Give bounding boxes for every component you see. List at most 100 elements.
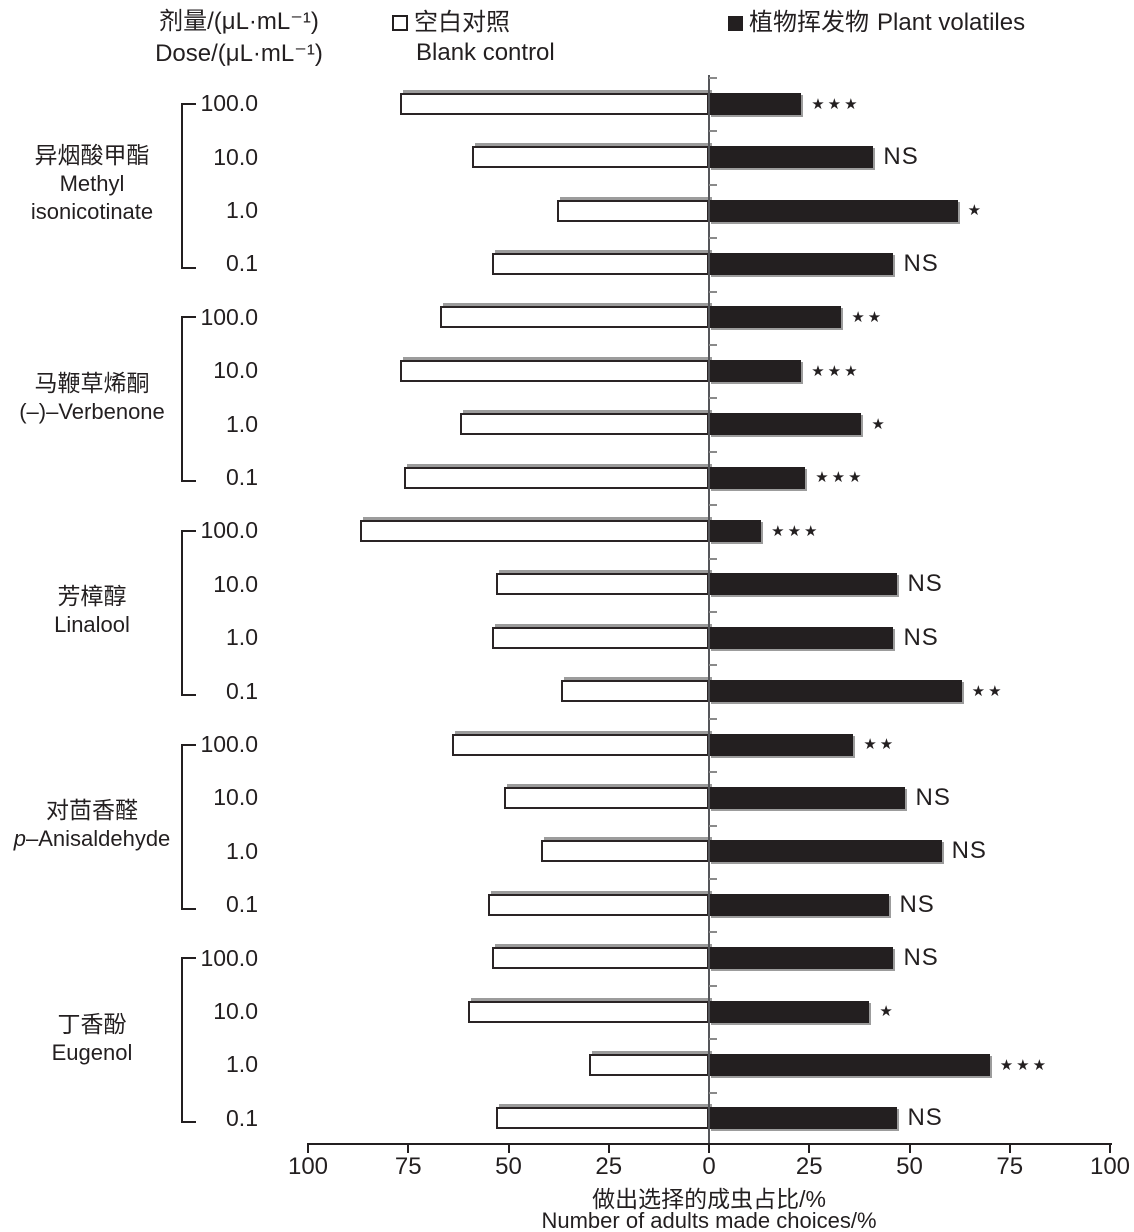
group-name-en: Eugenol bbox=[51, 1039, 133, 1065]
bar-blank-control bbox=[496, 573, 709, 596]
center-axis-line bbox=[708, 75, 710, 1143]
dose-label: 10.0 bbox=[213, 143, 258, 170]
significance-label: ★★★ bbox=[771, 522, 821, 540]
center-axis-minor-tick bbox=[709, 77, 717, 79]
significance-label: ★★★ bbox=[999, 1056, 1050, 1074]
bar-blank-control bbox=[452, 733, 709, 756]
blank-control-swatch-icon bbox=[392, 15, 408, 31]
significance-label: ★ bbox=[879, 1003, 896, 1021]
bar-plant-volatiles bbox=[709, 947, 894, 970]
dose-label: 0.1 bbox=[226, 1104, 258, 1131]
x-axis-title-en: Number of adults made choices/% bbox=[541, 1208, 877, 1232]
x-axis-tick-label: 25 bbox=[595, 1153, 623, 1180]
legend-plant-volatiles-zh: 植物挥发物 bbox=[749, 9, 869, 36]
dose-label: 10.0 bbox=[213, 570, 258, 597]
significance-label: NS bbox=[907, 570, 943, 598]
bar-plant-volatiles bbox=[709, 306, 842, 329]
x-axis-tick bbox=[1109, 1144, 1111, 1153]
x-axis-tick bbox=[808, 1144, 811, 1153]
center-axis-minor-tick bbox=[709, 984, 717, 987]
bar-plant-volatiles bbox=[709, 199, 958, 222]
bar-plant-volatiles bbox=[709, 1053, 990, 1076]
x-axis-tick bbox=[908, 1144, 911, 1153]
plant-volatiles-swatch-icon bbox=[728, 15, 743, 31]
group-bracket bbox=[181, 743, 196, 910]
bar-plant-volatiles bbox=[709, 893, 890, 916]
group-name-zh: 异烟酸甲酯 bbox=[34, 142, 150, 169]
center-axis-minor-tick bbox=[709, 130, 717, 133]
bar-blank-control bbox=[360, 519, 709, 542]
bar-blank-control bbox=[492, 252, 709, 275]
x-axis-title-zh: 做出选择的成虫占比/% bbox=[592, 1186, 826, 1212]
bar-blank-control bbox=[588, 1053, 709, 1076]
center-axis-minor-tick bbox=[709, 557, 717, 560]
group-name-zh: 丁香酚 bbox=[57, 1010, 127, 1037]
bar-plant-volatiles bbox=[709, 466, 806, 489]
dose-label: 1.0 bbox=[226, 1051, 258, 1078]
bar-plant-volatiles bbox=[709, 680, 962, 703]
dose-label: 10.0 bbox=[213, 997, 258, 1024]
x-axis-tick-label: 0 bbox=[702, 1153, 716, 1180]
dose-label: 100.0 bbox=[200, 90, 258, 117]
significance-label: NS bbox=[907, 1104, 943, 1132]
group-bracket bbox=[181, 102, 196, 269]
x-axis-tick bbox=[507, 1144, 510, 1153]
bar-plant-volatiles bbox=[709, 573, 898, 596]
x-axis-tick-label: 25 bbox=[795, 1153, 823, 1180]
dose-label: 1.0 bbox=[226, 837, 258, 864]
center-axis-minor-tick bbox=[709, 450, 717, 453]
bar-blank-control bbox=[496, 1107, 709, 1130]
dose-label: 100.0 bbox=[200, 730, 258, 757]
bar-blank-control bbox=[440, 306, 709, 329]
dose-label: 10.0 bbox=[213, 784, 258, 811]
x-axis-tick bbox=[307, 1144, 309, 1153]
bar-blank-control bbox=[400, 359, 709, 382]
bar-plant-volatiles bbox=[709, 252, 894, 275]
x-axis-tick bbox=[1008, 1144, 1011, 1153]
dose-label: 100.0 bbox=[200, 303, 258, 330]
dose-axis-caption-zh: 剂量/(μL·mL⁻¹) bbox=[159, 8, 319, 35]
dose-axis-caption-en: Dose/(μL·mL⁻¹) bbox=[155, 40, 323, 67]
dose-label: 0.1 bbox=[226, 677, 258, 704]
group-name-zh: 芳樟醇 bbox=[57, 583, 127, 610]
bar-plant-volatiles bbox=[709, 626, 894, 649]
x-axis-tick bbox=[607, 1144, 610, 1153]
center-axis-minor-tick bbox=[709, 611, 717, 613]
bar-plant-volatiles bbox=[709, 146, 874, 169]
bar-plant-volatiles bbox=[709, 786, 906, 809]
dose-label: 10.0 bbox=[213, 357, 258, 384]
x-axis-tick-label: 100 bbox=[287, 1153, 329, 1180]
dose-label: 1.0 bbox=[226, 196, 258, 223]
x-axis-tick bbox=[708, 1144, 710, 1153]
significance-label: NS bbox=[899, 890, 935, 918]
bar-plant-volatiles bbox=[709, 359, 802, 382]
x-axis-tick-label: 50 bbox=[896, 1153, 923, 1180]
center-axis-minor-tick bbox=[709, 344, 717, 346]
dose-label: 100.0 bbox=[200, 944, 258, 971]
center-axis-minor-tick bbox=[709, 824, 717, 827]
bar-blank-control bbox=[540, 840, 709, 863]
bar-plant-volatiles bbox=[709, 1000, 870, 1023]
center-axis-minor-tick bbox=[709, 717, 717, 720]
significance-label: NS bbox=[915, 783, 951, 811]
significance-label: NS bbox=[903, 623, 939, 651]
bar-blank-control bbox=[556, 199, 709, 222]
center-axis-minor-tick bbox=[709, 183, 717, 186]
center-axis-minor-tick bbox=[709, 664, 717, 667]
center-axis-minor-tick bbox=[709, 878, 717, 880]
bar-plant-volatiles bbox=[709, 413, 862, 436]
group-name-en: p–Anisaldehyde bbox=[13, 826, 171, 852]
significance-label: ★★ bbox=[863, 736, 897, 754]
center-axis-minor-tick bbox=[709, 397, 717, 400]
x-axis-tick-label: 75 bbox=[394, 1153, 422, 1180]
group-label: 异烟酸甲酯 Methyl isonicotinate bbox=[4, 77, 180, 291]
legend-plant-volatiles-en: Plant volatiles bbox=[877, 9, 1026, 36]
legend-plant-volatiles: 植物挥发物 Plant volatiles bbox=[728, 8, 1025, 38]
dose-label: 0.1 bbox=[226, 463, 258, 490]
group-label: 对茴香醛 p–Anisaldehyde bbox=[4, 718, 180, 932]
significance-label: NS bbox=[903, 944, 939, 972]
group-name-en: Linalool bbox=[54, 612, 130, 638]
group-bracket bbox=[181, 529, 196, 697]
legend-blank-control-en: Blank control bbox=[416, 39, 555, 66]
